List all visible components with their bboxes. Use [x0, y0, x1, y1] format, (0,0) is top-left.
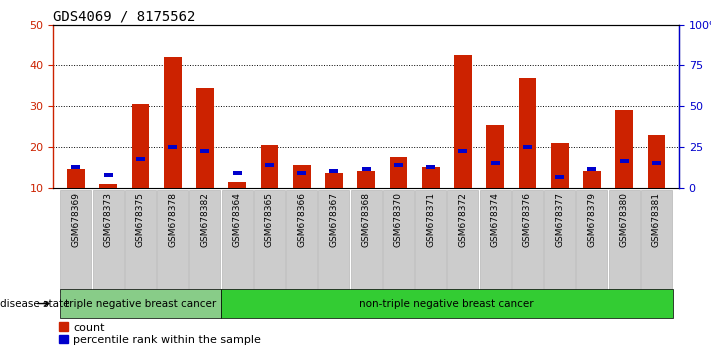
Bar [523, 145, 532, 149]
Bar [652, 161, 661, 165]
Bar [260, 145, 278, 188]
Bar [486, 125, 504, 188]
Text: GDS4069 / 8175562: GDS4069 / 8175562 [53, 10, 196, 24]
FancyBboxPatch shape [577, 190, 607, 292]
Text: GSM678369: GSM678369 [71, 192, 80, 247]
FancyBboxPatch shape [351, 190, 382, 292]
FancyBboxPatch shape [415, 190, 446, 292]
Bar [615, 110, 633, 188]
FancyBboxPatch shape [157, 190, 188, 292]
Bar [620, 159, 629, 163]
Text: GSM678367: GSM678367 [329, 192, 338, 247]
Bar [168, 145, 177, 149]
FancyBboxPatch shape [609, 190, 640, 292]
FancyBboxPatch shape [221, 289, 673, 318]
Bar [587, 167, 597, 171]
Text: GSM678372: GSM678372 [459, 192, 467, 247]
Text: GSM678374: GSM678374 [491, 192, 500, 247]
FancyBboxPatch shape [222, 190, 252, 292]
Bar [426, 165, 435, 169]
Bar [104, 173, 112, 177]
Bar [358, 171, 375, 188]
Bar [555, 176, 565, 179]
Bar [583, 171, 601, 188]
Text: GSM678381: GSM678381 [652, 192, 661, 247]
Bar [132, 104, 149, 188]
Text: GSM678365: GSM678365 [265, 192, 274, 247]
Text: GSM678373: GSM678373 [104, 192, 112, 247]
Text: GSM678370: GSM678370 [394, 192, 403, 247]
Bar [265, 163, 274, 167]
Bar [71, 165, 80, 169]
FancyBboxPatch shape [641, 190, 672, 292]
Bar [67, 169, 85, 188]
FancyBboxPatch shape [544, 190, 575, 292]
Text: GSM678375: GSM678375 [136, 192, 145, 247]
Text: GSM678366: GSM678366 [297, 192, 306, 247]
FancyBboxPatch shape [480, 190, 510, 292]
FancyBboxPatch shape [60, 289, 221, 318]
Text: non-triple negative breast cancer: non-triple negative breast cancer [360, 298, 534, 309]
Bar [454, 55, 472, 188]
Bar [232, 171, 242, 176]
Text: GSM678380: GSM678380 [620, 192, 629, 247]
Bar [551, 143, 569, 188]
Bar [228, 182, 246, 188]
Bar [459, 149, 467, 153]
FancyBboxPatch shape [287, 190, 317, 292]
FancyBboxPatch shape [254, 190, 285, 292]
FancyBboxPatch shape [383, 190, 414, 292]
Text: GSM678368: GSM678368 [362, 192, 370, 247]
Bar [422, 167, 439, 188]
FancyBboxPatch shape [319, 190, 349, 292]
Text: GSM678376: GSM678376 [523, 192, 532, 247]
FancyBboxPatch shape [60, 190, 92, 292]
Bar [164, 57, 181, 188]
Bar [325, 173, 343, 188]
Text: GSM678382: GSM678382 [201, 192, 210, 247]
Legend: count, percentile rank within the sample: count, percentile rank within the sample [59, 322, 261, 345]
FancyBboxPatch shape [512, 190, 543, 292]
Bar [201, 149, 210, 153]
Bar [390, 157, 407, 188]
Bar [136, 157, 145, 161]
Bar [196, 88, 214, 188]
Text: disease state: disease state [0, 298, 70, 309]
Bar [648, 135, 665, 188]
Text: GSM678379: GSM678379 [587, 192, 597, 247]
Bar [394, 163, 403, 167]
Bar [362, 167, 370, 171]
Text: triple negative breast cancer: triple negative breast cancer [65, 298, 216, 309]
Bar [100, 183, 117, 188]
Bar [518, 78, 536, 188]
Bar [293, 165, 311, 188]
Bar [329, 169, 338, 173]
Text: GSM678378: GSM678378 [169, 192, 177, 247]
FancyBboxPatch shape [189, 190, 220, 292]
FancyBboxPatch shape [92, 190, 124, 292]
Text: GSM678377: GSM678377 [555, 192, 564, 247]
FancyBboxPatch shape [447, 190, 479, 292]
Text: GSM678364: GSM678364 [232, 192, 242, 247]
Bar [491, 161, 500, 165]
FancyBboxPatch shape [125, 190, 156, 292]
Text: GSM678371: GSM678371 [426, 192, 435, 247]
Bar [297, 171, 306, 176]
